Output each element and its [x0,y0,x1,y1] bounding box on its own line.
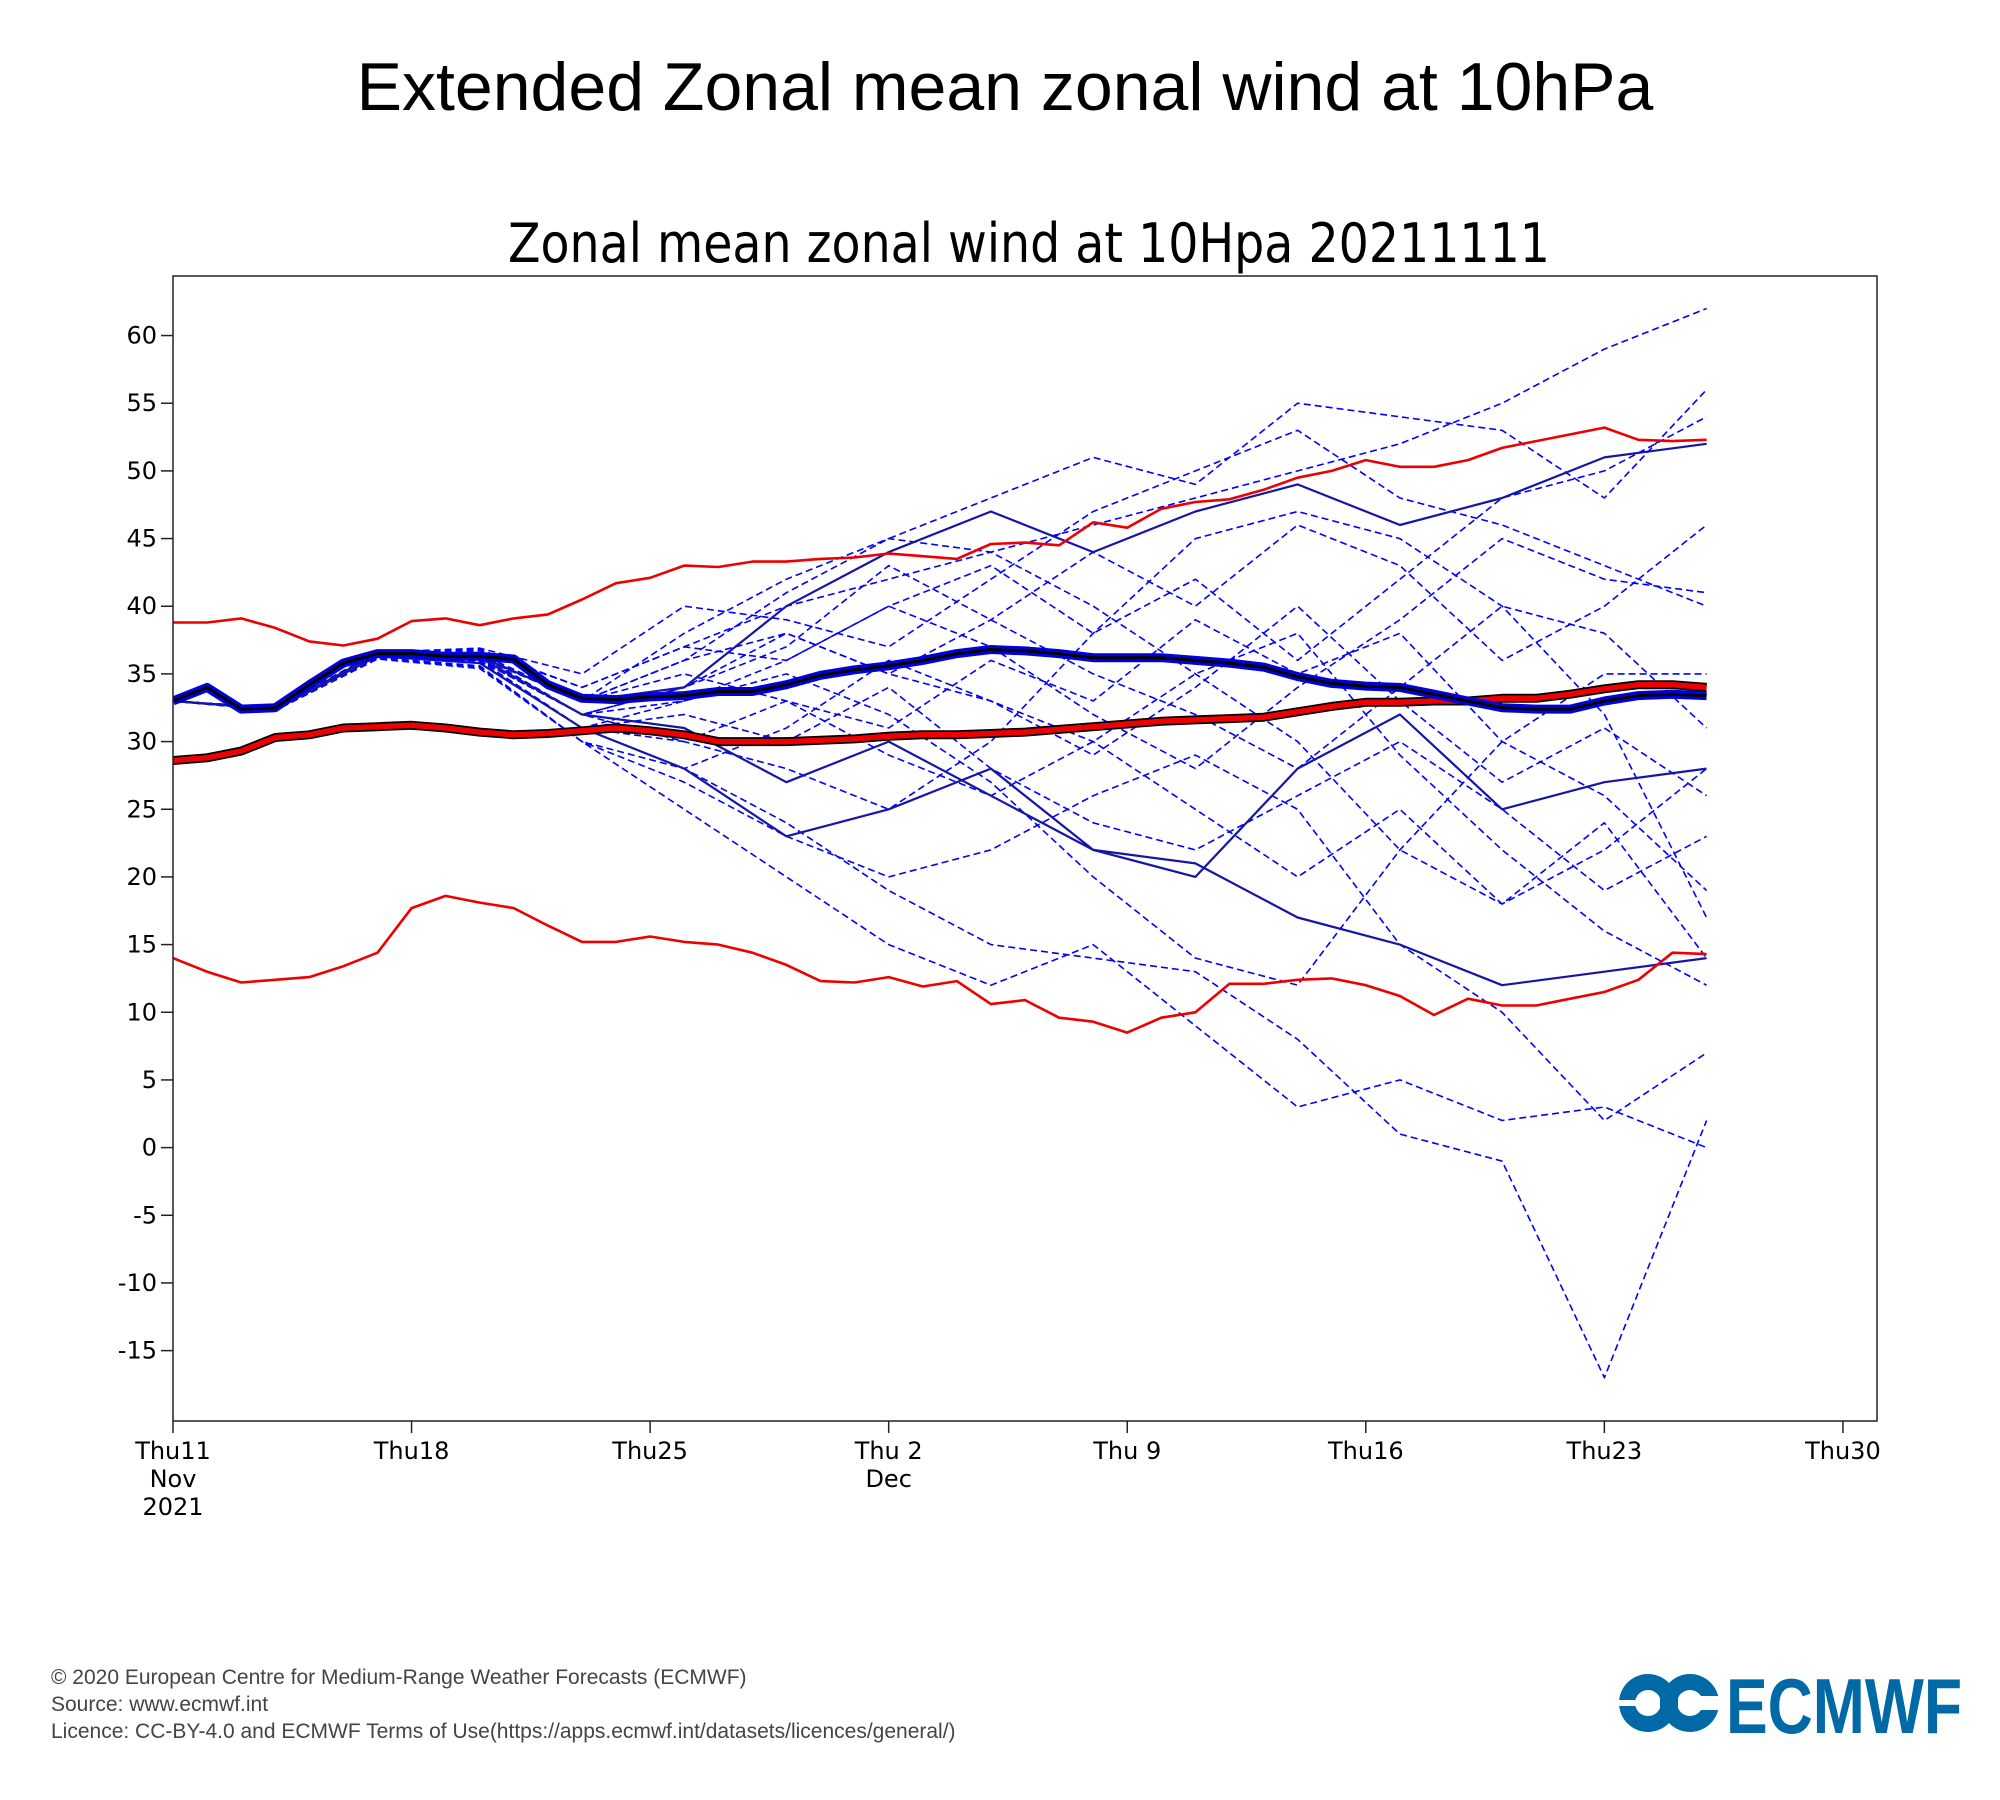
x-tick-label: Thu23 [1566,1437,1643,1465]
ensemble-member-line [173,658,1708,1122]
y-tick-label: 0 [142,1134,157,1162]
ensemble-member-solid-line [173,442,1707,711]
y-tick-label: 25 [126,795,157,823]
climate-min-line [173,894,1707,1034]
ecmwf-logo: ECMWF [1615,1662,1962,1750]
x-tick-label: Thu25 [611,1437,688,1465]
y-tick-label: 55 [126,389,157,417]
y-tick-label: -15 [118,1337,157,1365]
x-tick-label: Dec [865,1465,911,1493]
x-tick-label: Thu 2 [854,1437,923,1465]
ensemble-member-solid-line [173,655,1707,987]
x-tick-label: Thu 9 [1092,1437,1161,1465]
x-tick-label: Thu18 [373,1437,450,1465]
ensemble-member-line [173,510,1708,918]
ensemble-member-line [173,656,1708,959]
ensemble-members [173,307,1708,1379]
x-tick-label: 2021 [142,1493,203,1521]
footer-copyright: © 2020 European Centre for Medium-Range … [51,1666,747,1689]
ensemble-mean-centerline [173,648,1707,711]
y-tick-label: 50 [126,457,157,485]
y-tick-label: 60 [126,322,157,350]
y-tick-label: 15 [126,931,157,959]
y-tick-label: 40 [126,592,157,620]
footer-licence: Licence: CC-BY-4.0 and ECMWF Terms of Us… [51,1720,956,1743]
chart-title: Zonal mean zonal wind at 10Hpa 20211111 [508,212,1550,275]
footer-source: Source: www.ecmwf.int [51,1693,268,1716]
y-tick-label: 10 [126,998,157,1026]
y-tick-label: 20 [126,863,157,891]
ecmwf-logo-text: ECMWF [1726,1662,1962,1750]
ensemble-member-line [173,429,1707,709]
y-tick-label: -5 [133,1201,157,1229]
y-tick-label: 45 [126,525,157,553]
climate-max-line [173,426,1707,647]
y-tick-label: 5 [142,1066,157,1094]
ecmwf-logo-icon [1615,1674,1722,1732]
ensemble-member-line [173,307,1707,710]
x-tick-label: Thu30 [1804,1437,1881,1465]
ensemble-member-line [173,655,1708,1379]
summary-series [173,426,1707,1034]
y-tick-label: 30 [126,728,157,756]
ensemble-member-line [173,632,1707,986]
x-tick-label: Thu16 [1327,1437,1404,1465]
y-tick-label: 35 [126,660,157,688]
x-tick-label: Thu11 [134,1437,211,1465]
page-title: Extended Zonal mean zonal wind at 10hPa [357,49,1654,125]
plot-frame [172,275,1878,1422]
x-tick-label: Nov [150,1465,197,1493]
ensemble-member-line [173,524,1708,716]
y-tick-label: -10 [118,1269,157,1297]
ensemble-member-line [173,655,1707,892]
